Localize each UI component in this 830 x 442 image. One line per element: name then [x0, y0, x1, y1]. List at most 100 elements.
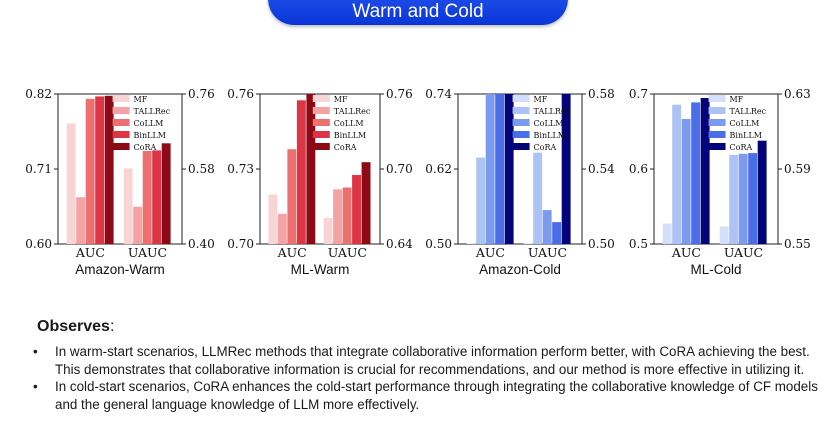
bar-auc-mf — [466, 243, 476, 244]
legend-swatch — [112, 131, 130, 138]
bar-auc-mf — [662, 223, 672, 244]
left-tick-label: 0.5 — [629, 237, 648, 251]
legend-label: CoRA — [334, 143, 357, 152]
left-tick-label: 0.82 — [25, 87, 52, 101]
x-tick-label: AUC — [277, 245, 307, 260]
observation-text: In cold-start scenarios, CoRA enhances t… — [55, 379, 818, 412]
bar-auc-binllm — [495, 94, 505, 244]
bar-uauc-binllm — [152, 150, 162, 244]
right-tick-label: 0.55 — [784, 237, 811, 251]
chart-title: Amazon-Warm — [75, 262, 165, 277]
left-tick-label: 0.74 — [425, 87, 452, 101]
x-tick-label: AUC — [475, 245, 505, 260]
right-tick-label: 0.50 — [588, 237, 615, 251]
legend-swatch — [312, 107, 330, 114]
legend-label: MF — [534, 95, 548, 104]
bar-uauc-mf — [719, 226, 729, 244]
x-tick-label: UAUC — [724, 245, 763, 260]
left-tick-label: 0.76 — [227, 87, 254, 101]
right-tick-label: 0.76 — [386, 87, 413, 101]
legend-swatch — [312, 119, 330, 126]
right-tick-label: 0.40 — [188, 237, 215, 251]
right-tick-label: 0.63 — [784, 87, 811, 101]
bar-uauc-cora — [561, 94, 571, 244]
bar-auc-binllm — [95, 96, 105, 245]
bar-uauc-collm — [142, 151, 152, 244]
bar-uauc-mf — [123, 168, 133, 245]
left-tick-label: 0.60 — [25, 237, 52, 251]
bar-uauc-tallrec — [533, 152, 543, 244]
bullet-icon: • — [33, 379, 38, 394]
left-tick-label: 0.70 — [227, 237, 254, 251]
legend-swatch — [112, 119, 130, 126]
legend-swatch — [312, 143, 330, 150]
left-tick-label: 0.62 — [425, 162, 452, 176]
chart-title: ML-Cold — [690, 262, 741, 277]
bar-uauc-cora — [161, 143, 171, 245]
chart-title: Amazon-Cold — [479, 262, 561, 277]
legend-swatch — [312, 95, 330, 102]
observations-list: • In warm-start scenarios, LLMRec method… — [33, 343, 823, 413]
legend-swatch — [708, 95, 726, 102]
legend-swatch — [112, 143, 130, 150]
bar-auc-cora — [104, 95, 114, 244]
legend-label: TALLRec — [334, 107, 371, 116]
bar-uauc-mf — [323, 218, 333, 244]
bar-auc-tallrec — [672, 104, 682, 244]
legend-swatch — [512, 119, 530, 126]
x-tick-label: AUC — [671, 245, 701, 260]
legend-swatch — [708, 131, 726, 138]
observes-title: Observes — [37, 318, 110, 335]
right-tick-label: 0.54 — [588, 162, 615, 176]
right-tick-label: 0.58 — [588, 87, 615, 101]
observes-heading: Observes: — [37, 318, 114, 336]
bar-auc-collm — [85, 98, 95, 244]
left-tick-label: 0.73 — [227, 162, 254, 176]
legend-swatch — [512, 107, 530, 114]
legend-swatch — [708, 107, 726, 114]
legend-label: CoLLM — [534, 119, 564, 128]
bar-auc-mf — [66, 123, 76, 244]
title-banner: Warm and Cold — [268, 0, 568, 25]
left-tick-label: 0.7 — [629, 87, 648, 101]
right-tick-label: 0.76 — [188, 87, 215, 101]
bar-uauc-collm — [542, 210, 552, 244]
x-tick-label: UAUC — [328, 245, 367, 260]
chart-title: ML-Warm — [291, 262, 350, 277]
bar-uauc-mf — [523, 243, 533, 244]
bar-uauc-cora — [361, 162, 371, 244]
bar-auc-collm — [485, 94, 495, 244]
bar-auc-collm — [681, 119, 691, 244]
legend-label: TALLRec — [534, 107, 571, 116]
bar-auc-tallrec — [76, 197, 86, 244]
legend-swatch — [512, 95, 530, 102]
bar-auc-binllm — [691, 102, 701, 245]
bar-uauc-binllm — [352, 175, 361, 244]
observation-item: • In warm-start scenarios, LLMRec method… — [33, 343, 823, 378]
legend-swatch — [708, 143, 726, 150]
observation-text: In warm-start scenarios, LLMRec methods … — [55, 344, 810, 377]
legend-label: MF — [334, 95, 348, 104]
legend-label: BinLLM — [334, 131, 366, 140]
left-tick-label: 0.50 — [425, 237, 452, 251]
legend-label: BinLLM — [134, 131, 166, 140]
right-tick-label: 0.64 — [386, 237, 413, 251]
charts-area: AUC UAUC 0.60 0.71 0.82 0.40 0.58 0.76 MF TALLRec… — [25, 87, 811, 277]
legend-label: CoRA — [134, 143, 157, 152]
legend-label: CoRA — [730, 143, 753, 152]
legend-label: BinLLM — [534, 131, 566, 140]
bar-uauc-tallrec — [729, 154, 739, 244]
bar-auc-tallrec — [476, 157, 486, 244]
legend-label: CoRA — [534, 143, 557, 152]
bar-auc-cora — [504, 94, 514, 244]
legend-swatch — [312, 131, 330, 138]
bar-auc-collm — [287, 149, 297, 244]
bar-uauc-tallrec — [133, 206, 143, 244]
observes-colon: : — [109, 318, 115, 335]
right-tick-label: 0.70 — [386, 162, 413, 176]
right-tick-label: 0.58 — [188, 162, 215, 176]
legend-label: CoLLM — [334, 119, 364, 128]
legend-label: TALLRec — [134, 107, 171, 116]
banner-title: Warm and Cold — [352, 1, 484, 22]
legend-swatch — [112, 107, 130, 114]
